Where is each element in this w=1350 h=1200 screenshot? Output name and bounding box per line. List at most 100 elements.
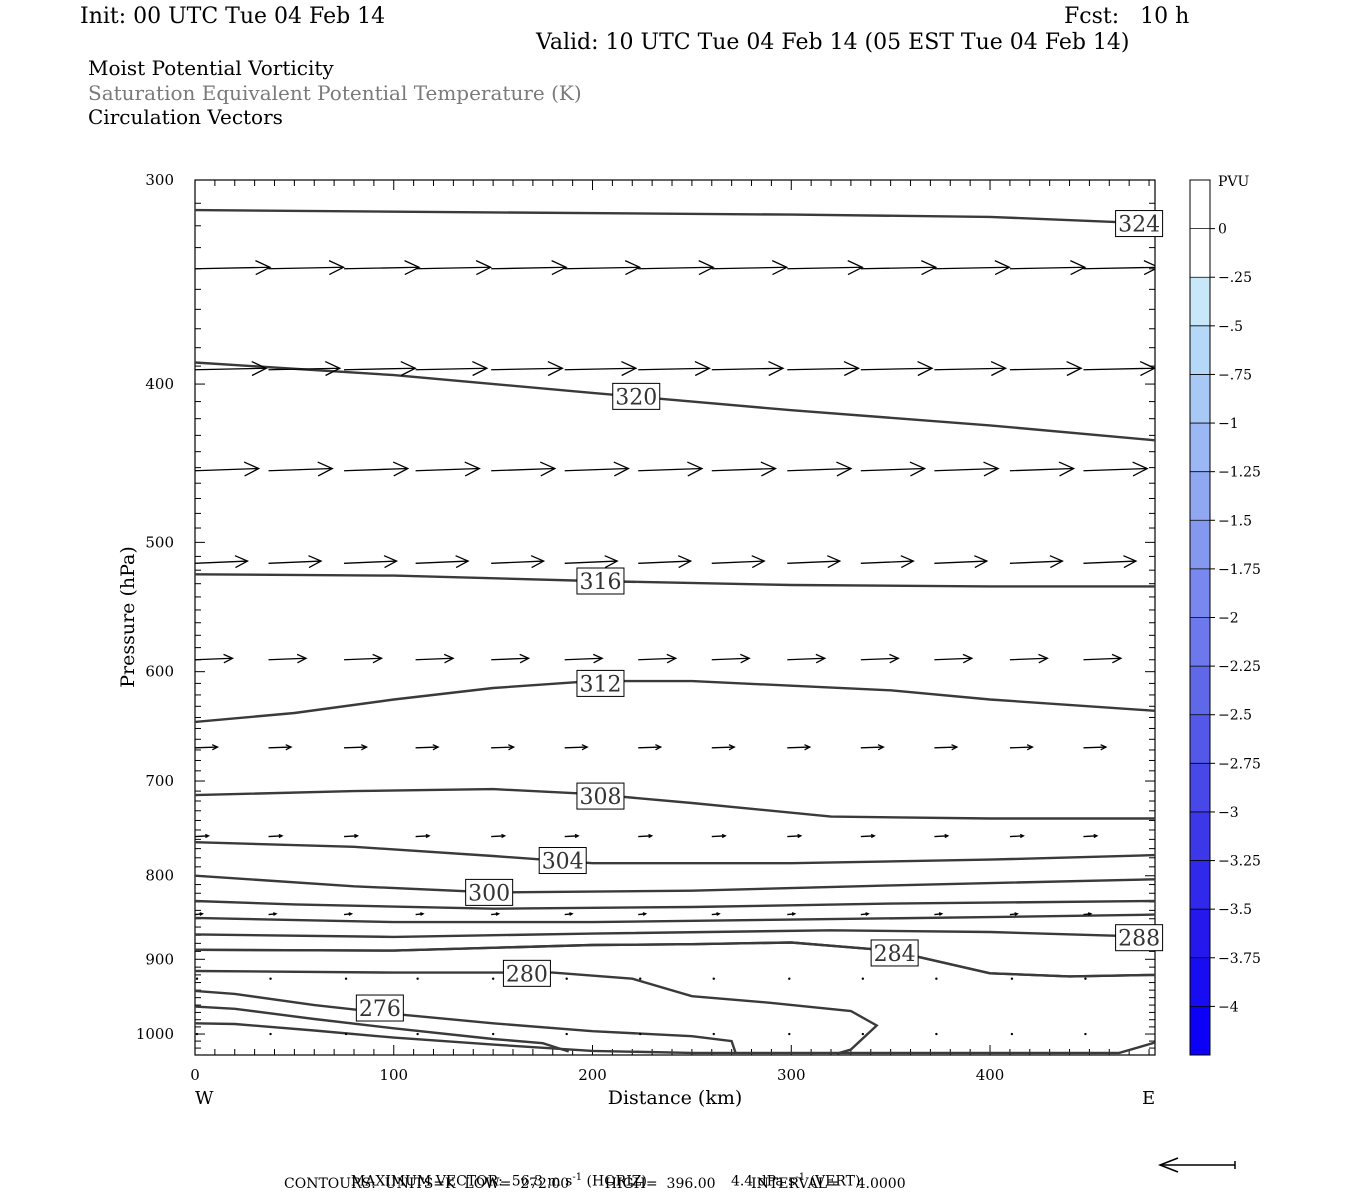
circulation-vector — [1009, 835, 1024, 838]
circulation-vector — [787, 560, 840, 564]
vector-arrowhead — [1066, 360, 1083, 377]
title-circulation: Circulation Vectors — [88, 105, 283, 129]
colorbar-label: −1.25 — [1218, 465, 1261, 481]
contour-label: 288 — [1118, 927, 1160, 952]
vector-arrowhead — [400, 360, 417, 377]
contour-label: 276 — [359, 997, 401, 1022]
vector-arrowhead — [836, 461, 853, 477]
vector-arrowhead — [530, 555, 546, 569]
vector-arrowhead — [328, 260, 346, 276]
vector-arrowhead — [569, 912, 574, 916]
circulation-vector — [344, 977, 348, 980]
vector-arrowhead — [464, 461, 481, 477]
max-vector-line: MAXIMUM VECTOR: 56.3 m s-1 (HORIZ) 4.4 dP… — [342, 1156, 861, 1190]
colorbar-segment — [1190, 471, 1210, 521]
circulation-vector — [860, 657, 899, 661]
contour-label-box — [870, 939, 919, 967]
circulation-vector — [491, 467, 555, 472]
circulation-vector — [787, 657, 825, 661]
vector-arrowhead — [243, 461, 261, 477]
vector-arrowhead — [721, 833, 727, 839]
y-axis-title: Pressure (hPa) — [117, 546, 139, 688]
colorbar-segment — [1190, 228, 1210, 278]
vector-arrowhead — [771, 260, 789, 276]
circulation-vector — [711, 560, 765, 564]
vector-arrowhead — [1111, 653, 1123, 664]
vector-layer — [195, 260, 1155, 1036]
vector-arrowhead — [624, 260, 642, 276]
vector-arrowhead — [581, 744, 589, 751]
vector-arrowhead — [870, 833, 876, 839]
contour-label: 316 — [579, 570, 621, 595]
vector-arrowhead — [621, 360, 638, 377]
circulation-vector — [565, 1032, 568, 1036]
colorbar: PVU 0 −.25 −.5 −.75 −1 −1.25 −1.5 −1.75 −2 −2.25 −2… — [1189, 174, 1261, 1056]
contour-label-box — [612, 382, 661, 410]
x-tick-label: 300 — [777, 1066, 806, 1084]
colorbar-label: −1.75 — [1218, 562, 1261, 578]
colorbar-label: −.5 — [1218, 319, 1243, 335]
colorbar-segment — [1190, 180, 1210, 230]
title-theta-es: Saturation Equivalent Potential Temperat… — [88, 81, 582, 105]
vector-arrowhead — [847, 260, 864, 276]
vector-arrowhead — [383, 555, 399, 569]
colorbar-segment — [1190, 374, 1210, 424]
unit-exponent: -1 — [795, 1172, 806, 1183]
vector-arrowhead — [1038, 653, 1049, 664]
circulation-vector — [269, 977, 272, 980]
circulation-vector — [1083, 367, 1155, 371]
vector-arrowhead — [804, 744, 812, 751]
vector-arrowhead — [728, 744, 736, 751]
circulation-vector — [712, 1032, 715, 1036]
circulation-vector — [860, 746, 884, 749]
axis-ticks — [194, 179, 1155, 1056]
circulation-vector — [491, 977, 495, 980]
circulation-vector — [344, 560, 397, 564]
vector-arrowhead — [475, 260, 493, 276]
contour-label: 312 — [579, 672, 621, 697]
circulation-vector — [1010, 977, 1014, 980]
circulation-vector — [344, 746, 367, 749]
vector-arrowhead — [990, 360, 1008, 377]
y-tick-label: 1000 — [136, 1025, 174, 1043]
circulation-vector — [268, 746, 292, 749]
title-mpv: Moist Potential Vorticity — [88, 56, 334, 80]
vector-arrowhead — [1026, 744, 1034, 751]
vector-arrowhead — [1143, 260, 1155, 276]
vector-arrowhead — [574, 833, 580, 839]
x-tick-label: 200 — [578, 1066, 607, 1084]
vector-arrowhead — [255, 260, 272, 276]
colorbar-label: −2.25 — [1218, 659, 1261, 675]
vector-arrowhead — [547, 360, 564, 377]
circulation-vector — [861, 1032, 865, 1036]
theta-es-contour — [195, 913, 1155, 924]
colorbar-label: −2.75 — [1218, 756, 1261, 772]
max-vector-vert: 4.4 dPa s — [730, 1173, 796, 1190]
circulation-vector — [344, 367, 416, 371]
vector-arrowhead — [508, 744, 516, 751]
vector-arrowhead — [205, 833, 210, 839]
theta-es-contour — [195, 969, 879, 1055]
vector-arrowhead — [539, 461, 557, 477]
circulation-vector — [1083, 657, 1121, 661]
theta-es-contour — [195, 208, 1155, 225]
vector-arrowhead — [1070, 260, 1087, 276]
vector-arrowhead — [1100, 744, 1108, 751]
circulation-vector — [787, 835, 801, 838]
x-tick-label: 0 — [190, 1066, 200, 1084]
west-label: W — [195, 1088, 214, 1109]
circulation-vector — [1009, 657, 1048, 661]
circulation-vector — [711, 657, 750, 661]
colorbar-segment — [1190, 617, 1210, 667]
circulation-vector — [195, 1032, 199, 1036]
circulation-vector — [491, 657, 529, 661]
vector-arrowhead — [425, 833, 431, 839]
vector-arrowhead — [815, 653, 827, 664]
init-time: Init: 00 UTC Tue 04 Feb 14 — [80, 4, 386, 29]
colorbar-label: −2.5 — [1218, 708, 1252, 724]
circulation-vector — [1009, 746, 1033, 749]
circulation-vector — [491, 835, 505, 838]
circulation-vector — [860, 560, 914, 564]
vector-arrowhead — [348, 912, 354, 916]
